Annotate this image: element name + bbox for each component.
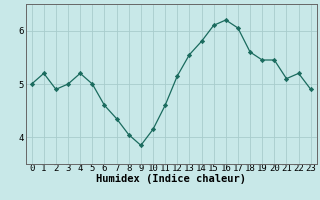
X-axis label: Humidex (Indice chaleur): Humidex (Indice chaleur) — [96, 174, 246, 184]
